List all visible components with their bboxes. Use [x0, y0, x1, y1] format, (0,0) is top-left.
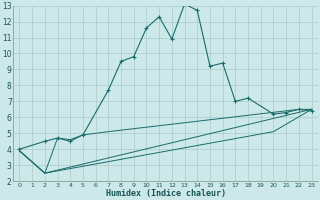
- X-axis label: Humidex (Indice chaleur): Humidex (Indice chaleur): [106, 189, 226, 198]
